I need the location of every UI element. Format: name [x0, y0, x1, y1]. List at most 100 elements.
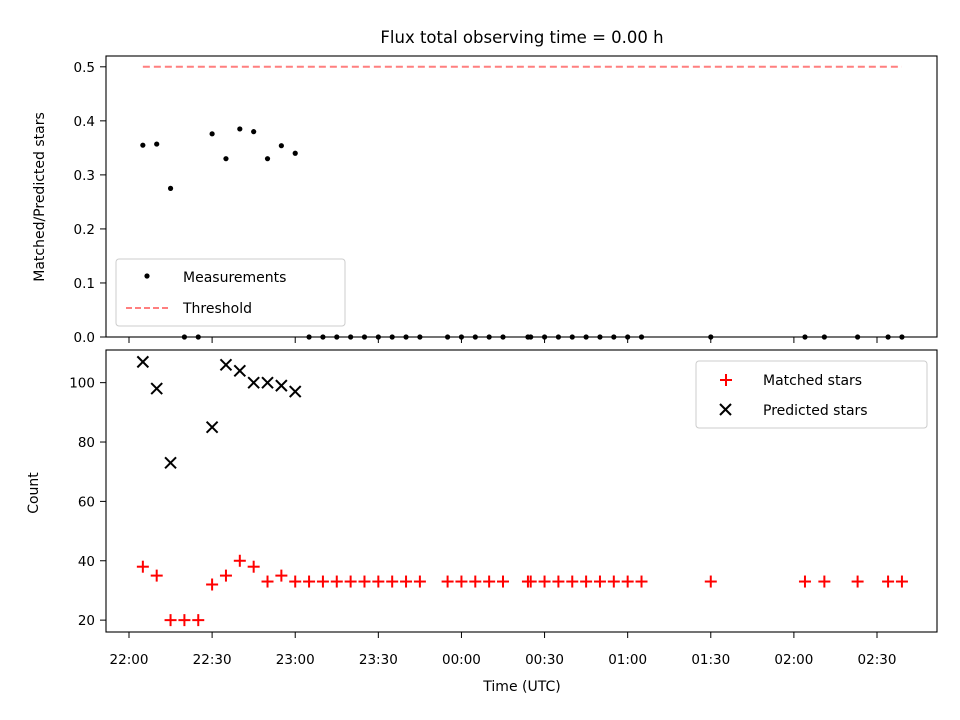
matched-stars-point: [413, 575, 426, 588]
matched-stars-point: [538, 575, 551, 588]
matched-stars-point: [851, 575, 864, 588]
matched-stars-point: [798, 575, 811, 588]
matched-stars-point: [895, 575, 908, 588]
matched-stars-point: [621, 575, 634, 588]
predicted-stars-point: [275, 379, 288, 392]
x-axis-label: Time (UTC): [482, 679, 560, 695]
matched-stars-point: [150, 569, 163, 582]
matched-stars-point: [344, 575, 357, 588]
x-tick-label: 02:00: [774, 652, 813, 668]
matched-stars-point: [497, 575, 509, 588]
x-tick-label: 00:00: [442, 652, 481, 668]
matched-stars-point: [593, 575, 606, 588]
matched-stars-point: [178, 614, 191, 627]
matched-stars-legend-label: Matched stars: [763, 373, 862, 389]
matched-stars-point: [469, 575, 482, 588]
matched-stars-point: [704, 575, 717, 588]
count-y-tick-label: 100: [69, 376, 95, 392]
ratio-legend-box: [115, 258, 346, 327]
matched-stars-point: [206, 578, 219, 591]
measurement-point: [264, 156, 271, 162]
matched-stars-point: [219, 569, 232, 582]
ratio-y-tick-label: 0.1: [74, 276, 95, 292]
measurement-point: [292, 150, 298, 156]
count-y-tick-label: 20: [78, 613, 95, 629]
x-tick-label: 22:00: [110, 652, 149, 668]
predicted-stars-point: [164, 456, 177, 470]
count-legend: Matched stars Predicted stars: [695, 360, 928, 429]
measurements-legend-label: Measurements: [183, 270, 286, 286]
count-legend-box: [695, 360, 928, 429]
ratio-axes-frame: [105, 55, 938, 338]
matched-stars-point: [261, 575, 274, 588]
matched-stars-point: [247, 560, 260, 573]
ratio-y-axis-label: Matched/Predicted stars: [32, 112, 48, 282]
x-tick-label: 02:30: [858, 652, 897, 668]
ratio-x-axis: [128, 337, 878, 343]
ratio-y-tick-label: 0.5: [74, 60, 95, 76]
count-plot-area: [136, 355, 908, 627]
predicted-stars-point: [205, 420, 219, 434]
x-tick-label: 01:00: [608, 652, 647, 668]
predicted-stars-point: [247, 376, 260, 389]
matched-stars-point: [330, 575, 343, 588]
matched-stars-point: [580, 575, 593, 588]
matched-stars-point: [818, 575, 831, 588]
predicted-stars-point: [289, 385, 302, 398]
matched-stars-point: [635, 575, 648, 588]
matched-stars-point: [164, 614, 177, 627]
count-y-tick-label: 60: [78, 494, 95, 510]
x-tick-label: 23:00: [276, 652, 315, 668]
count-y-tick-label: 80: [78, 435, 95, 451]
ratio-y-axis: 0.0 0.1 0.2 0.3 0.4 0.5: [74, 60, 106, 346]
measurement-point: [223, 156, 229, 162]
count-axes-frame: [105, 349, 938, 633]
count-panel: 20 40 60 80 100 22:00 22:30 23:00 23:30 00:00 00:…: [26, 349, 938, 695]
x-tick-label: 01:30: [691, 652, 730, 668]
predicted-stars-legend-marker: [719, 403, 732, 416]
matched-stars-point: [566, 575, 579, 588]
matched-stars-point: [882, 575, 895, 588]
ratio-y-tick-label: 0.2: [74, 222, 95, 238]
measurement-point: [237, 126, 243, 132]
matched-stars-point: [316, 575, 329, 588]
ratio-y-tick-label: 0.4: [74, 114, 95, 130]
measurement-point: [278, 143, 284, 149]
predicted-stars-point: [233, 364, 247, 377]
predicted-stars-point: [261, 376, 274, 389]
x-tick-label: 00:30: [525, 652, 564, 668]
count-y-tick-label: 40: [78, 554, 95, 570]
measurement-point: [140, 142, 146, 148]
chart-title: Flux total observing time = 0.00 h: [380, 28, 663, 47]
matched-stars-legend-marker: [720, 374, 732, 386]
predicted-stars-point: [150, 382, 163, 395]
matched-stars-point: [524, 575, 537, 588]
matched-stars-point: [386, 575, 399, 588]
count-x-axis: 22:00 22:30 23:00 23:30 00:00 00:30 01:00 01:30…: [110, 632, 897, 668]
matched-stars-point: [455, 575, 468, 588]
matched-stars-point: [136, 560, 149, 573]
measurement-point: [209, 131, 215, 137]
count-y-axis: 20 40 60 80 100: [69, 376, 106, 629]
matched-stars-point: [303, 575, 316, 588]
predicted-stars-point: [219, 358, 233, 372]
matched-stars-point: [441, 575, 454, 588]
matched-stars-point: [358, 575, 371, 588]
matched-stars-point: [483, 575, 496, 588]
x-tick-label: 23:30: [359, 652, 398, 668]
matched-stars-point: [607, 575, 620, 588]
predicted-stars-legend-label: Predicted stars: [763, 403, 868, 419]
matched-stars-point: [233, 554, 246, 567]
matched-stars-point: [400, 575, 413, 588]
count-y-axis-label: Count: [26, 472, 42, 514]
ratio-panel: Flux total observing time = 0.00 h 0.00.…: [32, 28, 938, 346]
measurements-legend-marker: [144, 273, 150, 279]
matched-stars-point: [552, 575, 565, 588]
matched-stars-point: [192, 614, 205, 627]
matched-stars-point: [275, 569, 288, 582]
threshold-legend-label: Threshold: [182, 301, 252, 317]
matched-stars-point: [372, 575, 385, 588]
matched-stars-point: [289, 575, 302, 588]
measurement-point: [167, 185, 174, 191]
